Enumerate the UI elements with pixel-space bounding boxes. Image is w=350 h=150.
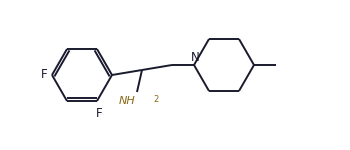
Text: NH: NH [118,96,135,106]
Text: 2: 2 [153,95,158,104]
Text: N: N [191,51,199,64]
Text: F: F [40,69,47,81]
Text: F: F [96,107,102,120]
